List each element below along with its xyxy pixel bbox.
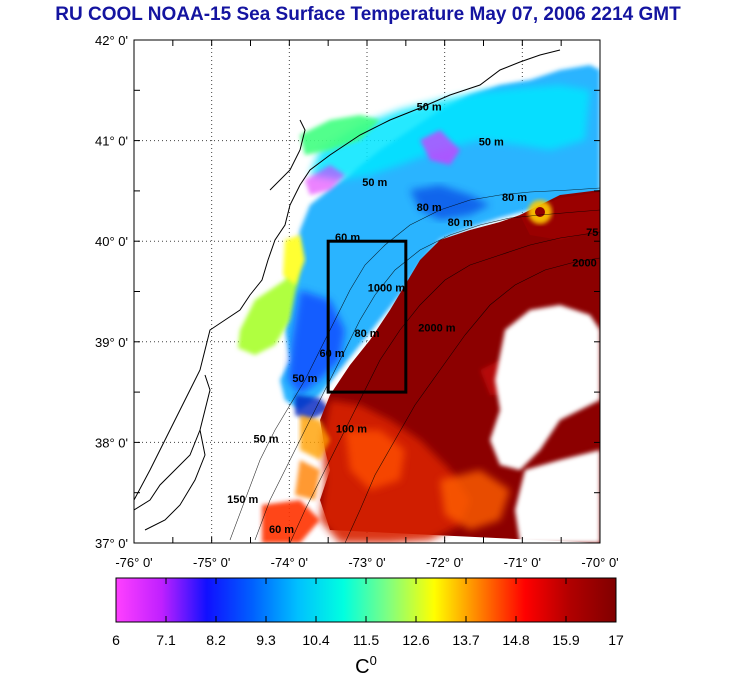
- contour-label: 60 m: [320, 348, 345, 360]
- contour-label: 60 m: [269, 524, 294, 536]
- study-area-box: [326, 239, 408, 394]
- longitude-labels: -76° 0' -75° 0' -74° 0' -73° 0' -72° 0' -71° …: [115, 555, 618, 570]
- lon-label: -76° 0': [115, 555, 152, 570]
- lat-label: 42° 0': [95, 33, 128, 48]
- lon-label: -71° 0': [504, 555, 541, 570]
- contour-label: 50 m: [417, 101, 442, 113]
- lat-label: 41° 0': [95, 134, 128, 149]
- contour-label: 80 m: [354, 328, 379, 340]
- lon-label: -72° 0': [426, 555, 463, 570]
- colorbar-tick-label: 15.9: [552, 632, 579, 648]
- lon-label: -70° 0': [581, 555, 618, 570]
- colorbar-tick-label: 8.2: [206, 632, 226, 648]
- warm-slope-water: [262, 190, 600, 543]
- contour-label: 2000 m: [418, 323, 456, 335]
- map-area: 50 m 50 m 50 m 80 m 80 m 60 m 80 m 75 2000 1000 m…: [134, 40, 600, 543]
- colorbar-tick-labels: 6 7.1 8.2 9.3 10.4 11.5 12.6 13.7 14.8 15.9 17: [112, 632, 624, 648]
- contour-label: 150 m: [227, 494, 258, 506]
- contour-labels: 50 m 50 m 50 m 80 m 80 m 60 m 80 m 75 2000 1000 m…: [227, 101, 598, 536]
- colorbar: 6 7.1 8.2 9.3 10.4 11.5 12.6 13.7 14.8 15.9 17 C0: [112, 577, 624, 678]
- colorbar-tick-label: 10.4: [302, 632, 329, 648]
- lat-label: 39° 0': [95, 335, 128, 350]
- lon-label: -73° 0': [348, 555, 385, 570]
- latitude-labels: 42° 0' 41° 0' 40° 0' 39° 0' 38° 0' 37° 0': [95, 33, 128, 551]
- contour-label: 2000: [572, 257, 596, 269]
- contour-label: 75: [586, 227, 598, 239]
- colorbar-tick-label: 12.6: [402, 632, 429, 648]
- colorbar-tick-label: 6: [112, 632, 120, 648]
- cool-shelf-water: [238, 65, 600, 420]
- contour-label: 50 m: [253, 433, 278, 445]
- colorbar-unit-label: C0: [355, 653, 377, 678]
- contour-label: 50 m: [362, 177, 387, 189]
- lon-label: -75° 0': [193, 555, 230, 570]
- coastline: [134, 49, 561, 531]
- colorbar-tick-label: 9.3: [256, 632, 276, 648]
- colorbar-tick-label: 17: [608, 632, 624, 648]
- lat-label: 37° 0': [95, 536, 128, 551]
- colorbar-gradient: [116, 578, 616, 622]
- lat-label: 40° 0': [95, 234, 128, 249]
- contour-label: 80 m: [417, 202, 442, 214]
- colorbar-tick-label: 7.1: [156, 632, 176, 648]
- lon-label: -74° 0': [271, 555, 308, 570]
- page-title: RU COOL NOAA-15 Sea Surface Temperature …: [55, 4, 681, 25]
- bathymetry-contours: [229, 187, 600, 543]
- contour-label: 50 m: [292, 373, 317, 385]
- contour-label: 1000 m: [368, 283, 406, 295]
- colorbar-ticks: [115, 578, 617, 622]
- lat-label: 38° 0': [95, 435, 128, 450]
- contour-label: 80 m: [448, 217, 473, 229]
- axis-ticks: [133, 39, 601, 544]
- colorbar-tick-label: 11.5: [353, 632, 379, 648]
- contour-label: 100 m: [336, 423, 367, 435]
- contour-label: 80 m: [502, 192, 527, 204]
- colorbar-tick-label: 14.8: [502, 632, 529, 648]
- contour-label: 50 m: [479, 137, 504, 149]
- colorbar-tick-label: 13.7: [452, 632, 479, 648]
